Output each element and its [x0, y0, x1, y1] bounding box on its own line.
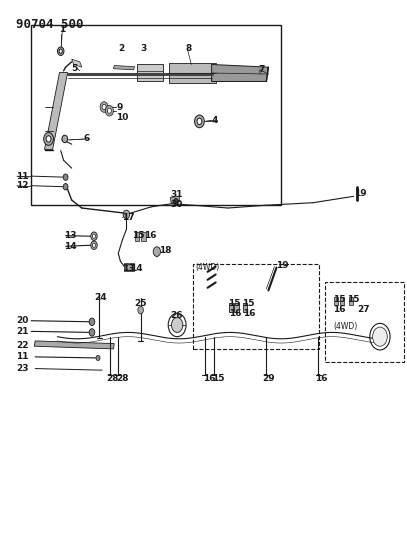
Text: 15: 15 [348, 295, 360, 304]
Text: 27: 27 [357, 304, 370, 313]
Circle shape [105, 106, 114, 116]
Circle shape [153, 247, 160, 256]
Text: 13: 13 [122, 264, 134, 272]
Polygon shape [170, 196, 180, 203]
Text: 25: 25 [135, 299, 147, 308]
Text: 15: 15 [212, 374, 224, 383]
Text: 10: 10 [116, 113, 129, 122]
Text: 28: 28 [106, 374, 119, 383]
Circle shape [100, 102, 108, 112]
Text: 26: 26 [170, 311, 183, 320]
Text: 28: 28 [116, 374, 129, 383]
Text: 19: 19 [354, 189, 366, 198]
Text: 3: 3 [141, 44, 147, 53]
Text: 14: 14 [131, 264, 143, 272]
Circle shape [63, 174, 68, 180]
Bar [31, 25, 280, 205]
Polygon shape [169, 63, 216, 83]
Polygon shape [212, 64, 268, 82]
Bar [125, 263, 129, 271]
Text: 15: 15 [242, 299, 254, 308]
Polygon shape [137, 64, 163, 82]
Text: 13: 13 [63, 231, 76, 240]
Text: 4: 4 [212, 116, 218, 125]
Text: 2: 2 [118, 44, 125, 53]
Text: 11: 11 [16, 172, 28, 181]
Circle shape [91, 241, 97, 249]
Circle shape [62, 135, 68, 143]
Text: 6: 6 [84, 134, 90, 143]
Circle shape [57, 47, 64, 55]
Circle shape [63, 183, 68, 190]
Text: 8: 8 [185, 44, 192, 53]
Polygon shape [114, 66, 135, 70]
Bar [234, 303, 239, 312]
Text: 7: 7 [258, 66, 265, 74]
Text: 16: 16 [203, 374, 215, 383]
Text: 16: 16 [144, 231, 156, 240]
Text: 5: 5 [72, 64, 78, 72]
Circle shape [373, 327, 387, 346]
Bar [325, 282, 404, 362]
Circle shape [89, 329, 95, 336]
Text: (4WD): (4WD) [195, 263, 220, 272]
Text: 16: 16 [229, 309, 241, 318]
Circle shape [89, 318, 95, 326]
Text: 30: 30 [170, 200, 183, 209]
Text: 12: 12 [16, 181, 28, 190]
Text: 14: 14 [63, 242, 76, 251]
Circle shape [127, 264, 133, 271]
Circle shape [195, 115, 204, 128]
Circle shape [96, 356, 100, 361]
Text: 1: 1 [59, 26, 66, 35]
Text: 31: 31 [170, 190, 183, 199]
Circle shape [92, 234, 96, 238]
Text: 20: 20 [16, 316, 28, 325]
Text: 21: 21 [16, 327, 28, 336]
Text: 16: 16 [243, 309, 256, 318]
Text: 17: 17 [123, 213, 135, 222]
Bar [340, 297, 344, 305]
Text: 29: 29 [263, 374, 275, 383]
Circle shape [173, 198, 178, 205]
Circle shape [59, 49, 62, 53]
Text: 23: 23 [16, 364, 28, 373]
Circle shape [107, 108, 112, 114]
Bar [243, 303, 247, 312]
Circle shape [44, 133, 53, 146]
Text: 24: 24 [94, 293, 107, 302]
Text: 16: 16 [315, 374, 328, 383]
Bar [130, 263, 134, 271]
Circle shape [138, 306, 144, 314]
Polygon shape [34, 341, 114, 349]
Bar [334, 297, 338, 305]
Text: 16: 16 [333, 304, 346, 313]
Text: 19: 19 [276, 261, 289, 270]
Circle shape [197, 118, 202, 125]
Circle shape [102, 104, 106, 110]
Bar [229, 303, 233, 312]
Text: 90704 500: 90704 500 [16, 18, 83, 31]
Bar [349, 297, 353, 305]
Circle shape [92, 243, 96, 247]
Bar [141, 232, 146, 241]
Text: 15: 15 [133, 231, 145, 240]
Text: (4WD): (4WD) [333, 321, 357, 330]
Circle shape [91, 232, 97, 240]
Text: 15: 15 [333, 295, 346, 304]
Bar [135, 232, 140, 241]
Text: 15: 15 [228, 299, 241, 308]
Text: 9: 9 [116, 102, 123, 111]
Text: 11: 11 [16, 352, 28, 361]
Circle shape [171, 318, 183, 333]
Text: 22: 22 [16, 341, 28, 350]
Circle shape [123, 210, 130, 219]
Polygon shape [72, 59, 82, 67]
Bar [193, 264, 319, 349]
Text: 18: 18 [159, 246, 171, 255]
Circle shape [46, 136, 51, 142]
Polygon shape [44, 72, 68, 150]
